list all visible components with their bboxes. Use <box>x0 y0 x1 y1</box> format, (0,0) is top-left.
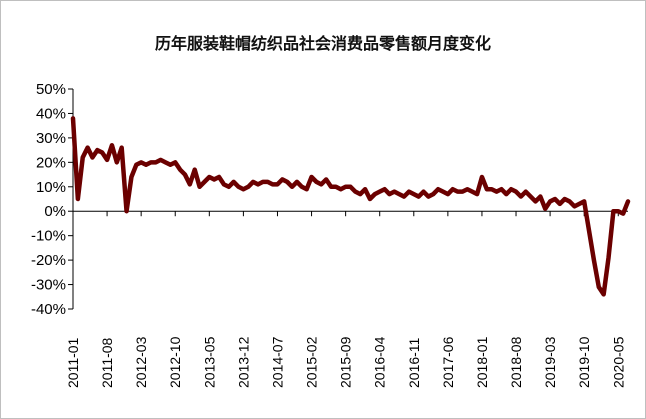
x-tick-label: 2013-05 <box>201 336 217 388</box>
x-tick-label: 2013-12 <box>235 336 251 388</box>
y-tick-label: -10% <box>31 228 66 245</box>
y-tick-label: 0% <box>44 203 66 220</box>
x-tick-label: 2018-08 <box>508 336 524 388</box>
y-tick-label: -30% <box>31 277 66 294</box>
y-tick-label: 20% <box>36 154 66 171</box>
x-tick-label: 2011-08 <box>99 337 115 388</box>
x-tick-label: 2019-10 <box>576 336 592 388</box>
series-line <box>70 116 631 297</box>
x-tick-label: 2020-05 <box>610 336 626 388</box>
y-tick-label: 30% <box>36 130 66 147</box>
x-tick-label: 2017-06 <box>440 336 456 388</box>
x-tick-label: 2012-03 <box>133 336 149 388</box>
x-tick-label: 2019-03 <box>542 336 558 388</box>
y-tick-label: 50% <box>36 81 66 98</box>
x-tick-label: 2016-11 <box>406 337 422 388</box>
x-tick-label: 2015-09 <box>338 336 354 388</box>
x-tick-label: 2015-02 <box>304 336 320 388</box>
x-tick-label: 2014-07 <box>269 336 285 388</box>
y-tick-label: 40% <box>36 105 66 122</box>
x-tick-label: 2011-01 <box>65 337 81 388</box>
chart-title: 历年服装鞋帽纺织品社会消费品零售额月度变化 <box>154 34 491 53</box>
x-tick-label: 2016-04 <box>372 336 388 388</box>
y-tick-label: -20% <box>31 252 66 269</box>
x-tick-label: 2012-10 <box>167 336 183 388</box>
x-tick-label: 2018-01 <box>474 336 490 388</box>
y-tick-label: 10% <box>36 179 66 196</box>
y-tick-label: -40% <box>31 301 66 318</box>
